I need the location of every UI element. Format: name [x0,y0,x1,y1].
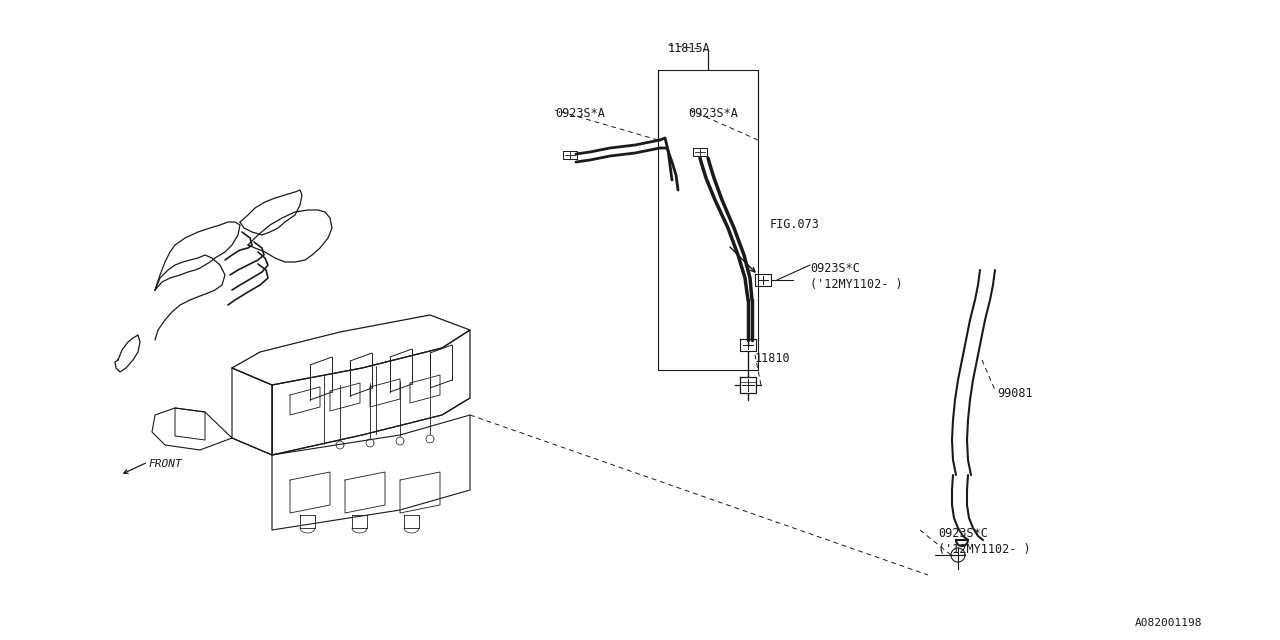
Text: 0923S*C: 0923S*C [938,527,988,540]
Text: 0923S*A: 0923S*A [556,107,605,120]
Text: A082001198: A082001198 [1135,618,1202,628]
Text: 11815A: 11815A [668,42,710,55]
Text: 0923S*C: 0923S*C [810,262,860,275]
Text: FRONT: FRONT [148,459,182,469]
Text: ('12MY1102- ): ('12MY1102- ) [938,543,1030,556]
Text: 99081: 99081 [997,387,1033,400]
Text: FIG.073: FIG.073 [771,218,820,231]
Text: 11810: 11810 [755,352,791,365]
Text: 0923S*A: 0923S*A [689,107,737,120]
Text: ('12MY1102- ): ('12MY1102- ) [810,278,902,291]
